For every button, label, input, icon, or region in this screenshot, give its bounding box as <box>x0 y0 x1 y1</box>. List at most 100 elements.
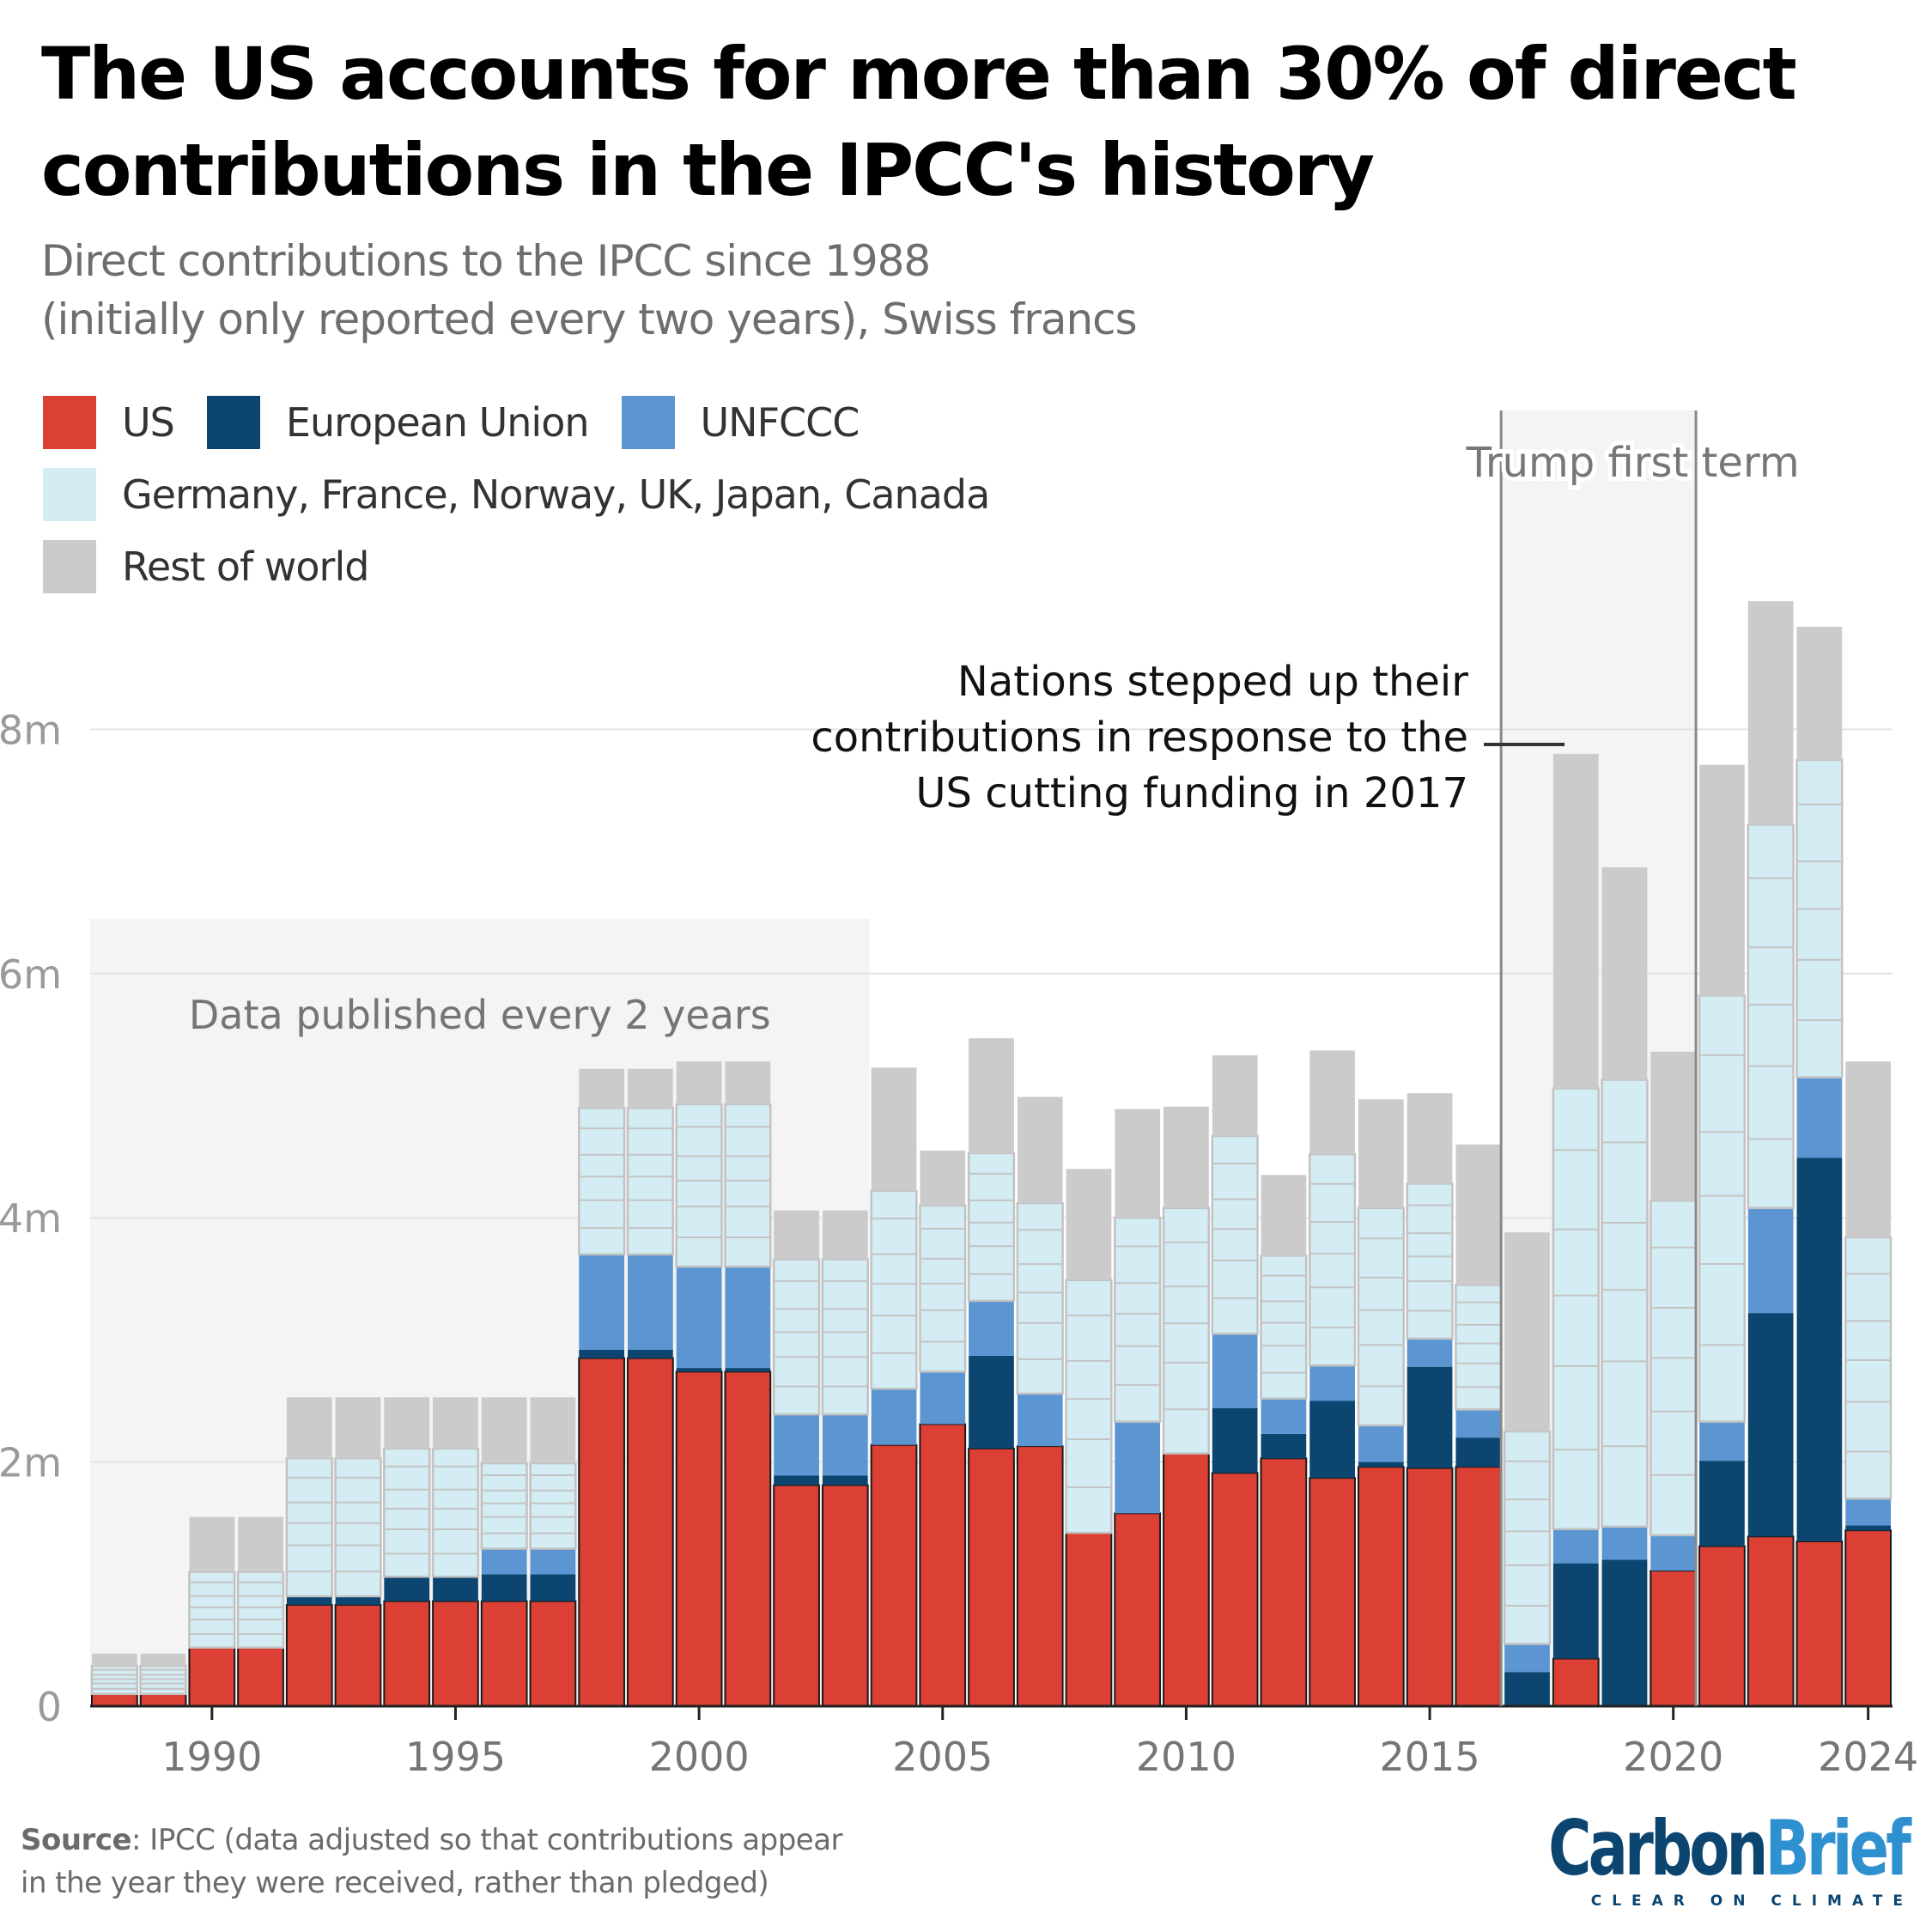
bar-stack-1997 <box>529 1397 577 1708</box>
bar-segment-eu <box>1212 1408 1258 1473</box>
bar-segment-unfccc <box>1115 1421 1161 1514</box>
bar-stack-2024 <box>1844 1061 1893 1708</box>
bar-stack-2003 <box>821 1210 869 1708</box>
y-tick-label: 0 <box>37 1684 62 1730</box>
bar-stack-2015 <box>1406 1093 1454 1707</box>
bar-segment-eu <box>774 1475 819 1485</box>
bar-segment-g6 <box>480 1461 528 1550</box>
bar-segment-eu <box>1261 1433 1307 1459</box>
legend-swatch-eu <box>206 396 260 449</box>
bar-segment-row <box>1455 1144 1502 1285</box>
bar-segment-us <box>139 1692 187 1708</box>
bar-segment-row <box>822 1210 868 1260</box>
bar-stack-2019 <box>1601 867 1649 1706</box>
bar-segment-g6 <box>1747 823 1795 1210</box>
legend-item-g6: Germany, France, Norway, UK, Japan, Cana… <box>43 468 990 521</box>
legend-label-unfccc: UNFCCC <box>700 399 860 446</box>
bar-stack-1993 <box>334 1397 382 1707</box>
bar-segment-eu <box>822 1475 868 1485</box>
legend-row-3: Rest of world <box>43 531 1073 603</box>
bar-segment-us <box>529 1600 577 1708</box>
x-tick-label: 2020 <box>1623 1734 1723 1780</box>
bar-segment-g6 <box>1406 1182 1454 1340</box>
legend-row-2: Germany, France, Norway, UK, Japan, Cana… <box>43 459 1073 531</box>
legend-swatch-g6 <box>43 468 96 521</box>
bar-segment-row <box>1358 1099 1404 1208</box>
bar-segment-eu <box>481 1574 527 1601</box>
bar-segment-eu <box>1845 1525 1891 1531</box>
bar-stack-2006 <box>967 1038 1016 1707</box>
logo-tagline: CLEAR ON CLIMATE <box>1590 1893 1913 1910</box>
legend: US European Union UNFCCC Germany, France… <box>43 386 1073 603</box>
bar-segment-row <box>1601 867 1648 1080</box>
callout-line-2: contributions in response to the <box>811 714 1468 762</box>
bar-segment-eu <box>1552 1563 1599 1659</box>
bar-segment-us <box>188 1646 236 1708</box>
x-tick-label: 2005 <box>892 1734 993 1780</box>
bar-segment-eu <box>1796 1157 1843 1542</box>
bar-segment-g6 <box>578 1106 626 1256</box>
bar-segment-unfccc <box>1845 1498 1891 1526</box>
bar-segment-us <box>968 1447 1015 1707</box>
bar-stack-2010 <box>1162 1106 1211 1707</box>
biennial-band-label: Data published every 2 years <box>189 992 771 1038</box>
bar-segment-row <box>1261 1175 1307 1256</box>
callout-line-1: Nations stepped up their <box>957 658 1468 706</box>
bar-segment-us <box>383 1600 431 1708</box>
logo-wordmark: CarbonBrief <box>1548 1810 1911 1887</box>
bar-segment-us <box>1747 1535 1795 1708</box>
bar-segment-us <box>821 1484 869 1708</box>
bar-segment-eu <box>433 1577 478 1601</box>
bar-segment-row <box>1406 1093 1453 1184</box>
bar-segment-unfccc <box>1017 1393 1063 1447</box>
annotations: Trump first term Data published every 2 y… <box>189 410 1804 1706</box>
y-tick-label: 4m <box>0 1195 62 1242</box>
bar-segment-us <box>919 1423 967 1707</box>
bar-segment-eu <box>1601 1559 1648 1706</box>
bar-segment-us <box>1114 1512 1162 1707</box>
logo-carbon: Carbon <box>1548 1804 1768 1893</box>
bar-segment-row <box>579 1068 625 1109</box>
bar-stack-2020 <box>1649 1051 1698 1707</box>
bar-stack-1996 <box>480 1397 528 1708</box>
bar-segment-row <box>676 1061 722 1104</box>
bar-stack-2004 <box>870 1067 918 1708</box>
bar-segment-unfccc <box>628 1254 673 1350</box>
bar-segment-g6 <box>967 1151 1016 1303</box>
bar-segment-row <box>920 1150 966 1206</box>
bar-segment-unfccc <box>1601 1526 1648 1560</box>
bar-segment-row <box>530 1397 576 1464</box>
bar-segment-us <box>285 1603 333 1707</box>
bar-segment-row <box>1552 753 1599 1089</box>
bar-segment-g6 <box>1211 1134 1259 1335</box>
bar-stack-1990 <box>188 1516 236 1708</box>
bar-segment-row <box>1845 1061 1891 1237</box>
bar-stack-1989 <box>139 1653 187 1708</box>
bar-segment-g6 <box>919 1204 967 1373</box>
bar-stack-1998 <box>578 1068 626 1707</box>
legend-label-us: US <box>122 399 175 446</box>
bar-segment-row <box>774 1210 819 1260</box>
bar-segment-g6 <box>1308 1153 1357 1367</box>
bar-segment-row <box>1017 1097 1063 1204</box>
bar-segment-unfccc <box>1747 1207 1794 1314</box>
bar-segment-us <box>432 1600 479 1708</box>
bar-segment-g6 <box>1162 1206 1211 1455</box>
x-tick-label: 1990 <box>161 1734 262 1780</box>
bar-segment-row <box>238 1516 283 1572</box>
bar-segment-unfccc <box>481 1548 527 1575</box>
bar-stack-2008 <box>1065 1169 1113 1708</box>
bar-segment-us <box>627 1357 674 1707</box>
bar-stack-1994 <box>383 1397 431 1708</box>
source-text-1: : IPCC (data adjusted so that contributi… <box>131 1823 843 1857</box>
bar-segment-unfccc <box>676 1267 722 1369</box>
bar-stack-2021 <box>1698 764 1747 1708</box>
bar-segment-us <box>237 1646 284 1708</box>
bar-segment-g6 <box>1114 1216 1162 1423</box>
bar-segment-unfccc <box>1796 1077 1843 1158</box>
bar-segment-unfccc <box>1212 1334 1258 1409</box>
bars <box>90 601 1893 1708</box>
legend-row-1: US European Union UNFCCC <box>43 386 1073 459</box>
carbon-brief-logo: CarbonBrief CLEAR ON CLIMATE <box>1447 1810 1911 1911</box>
